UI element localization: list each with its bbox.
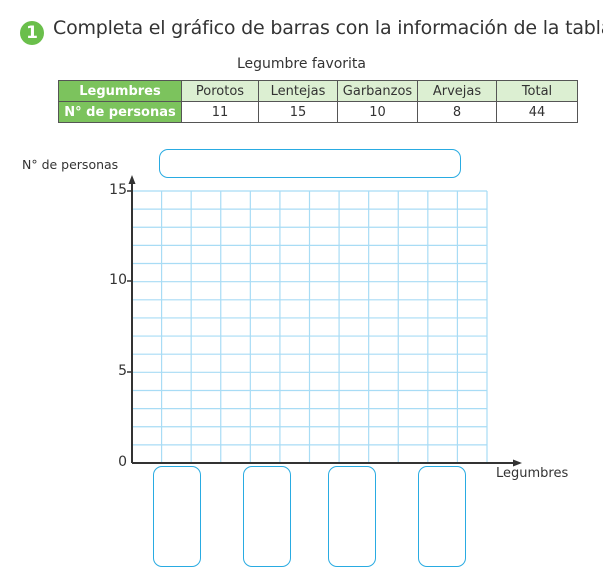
grid-lines <box>132 190 488 464</box>
y-tick-label: 0 <box>118 454 127 470</box>
row-header: Legumbres <box>58 80 182 102</box>
y-tick-label: 10 <box>109 272 127 288</box>
category-input-2[interactable] <box>243 466 291 567</box>
x-axis-arrow-icon <box>513 459 522 467</box>
category-input-3[interactable] <box>328 466 376 567</box>
exercise-number-badge: 1 <box>20 21 44 45</box>
y-ticks <box>127 190 132 373</box>
chart-title-input[interactable] <box>159 149 461 178</box>
table-cell: 10 <box>337 101 418 123</box>
table-title: Legumbre favorita <box>236 56 367 72</box>
y-tick-label: 5 <box>118 363 127 379</box>
y-axis-label: N° de personas <box>22 157 119 172</box>
y-tick-label: 15 <box>109 182 127 198</box>
table-cell: 11 <box>181 101 259 123</box>
table-cell: 15 <box>258 101 338 123</box>
column-header: Garbanzos <box>337 80 418 102</box>
y-axis-arrow-icon <box>128 175 136 184</box>
table-row: N° de personas 11 15 10 8 44 <box>58 101 578 123</box>
category-input-1[interactable] <box>153 466 201 567</box>
table-header-row: Legumbres Porotos Lentejas Garbanzos Arv… <box>58 80 578 102</box>
column-header: Porotos <box>181 80 259 102</box>
category-input-4[interactable] <box>418 466 466 567</box>
x-axis-label: Legumbres <box>496 466 569 481</box>
data-table: Legumbres Porotos Lentejas Garbanzos Arv… <box>58 80 578 123</box>
instruction-text: Completa el gráfico de barras con la inf… <box>53 17 603 39</box>
table-cell: 44 <box>496 101 578 123</box>
row-header: N° de personas <box>58 101 182 123</box>
column-header: Arvejas <box>417 80 497 102</box>
